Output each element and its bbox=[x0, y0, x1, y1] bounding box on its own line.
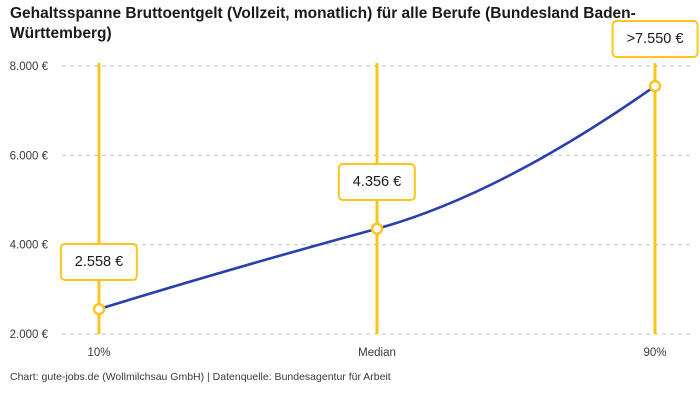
data-point-marker bbox=[92, 302, 106, 316]
y-tick-label: 6.000 € bbox=[10, 150, 49, 162]
data-point-marker bbox=[370, 222, 384, 236]
y-tick-label: 4.000 € bbox=[10, 240, 49, 252]
x-tick-label: 10% bbox=[87, 347, 110, 359]
value-label-p90: >7.550 € bbox=[611, 20, 699, 59]
x-tick-label: Median bbox=[358, 347, 396, 359]
value-label-p10: 2.558 € bbox=[59, 243, 139, 282]
chart-footer: Chart: gute-jobs.de (Wollmilchsau GmbH) … bbox=[10, 371, 391, 383]
value-label-median: 4.356 € bbox=[337, 162, 417, 201]
chart-title: Gehaltsspanne Bruttoentgelt (Vollzeit, m… bbox=[10, 5, 636, 42]
x-tick-label: 90% bbox=[643, 347, 666, 359]
y-tick-label: 2.000 € bbox=[10, 329, 49, 341]
y-tick-label: 8.000 € bbox=[10, 61, 49, 73]
data-point-marker bbox=[648, 79, 662, 93]
